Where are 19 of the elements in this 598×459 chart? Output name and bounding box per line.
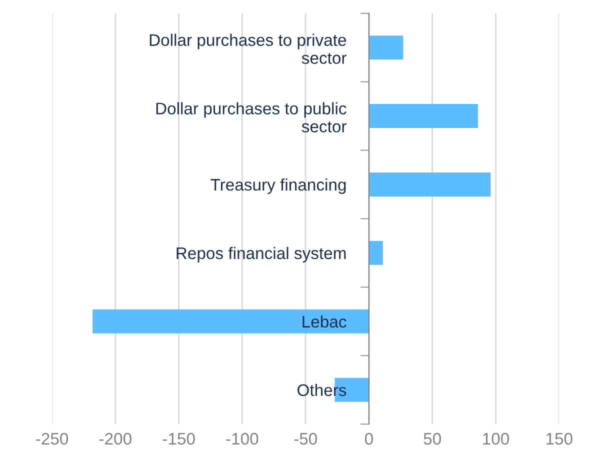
x-tick-label: 50 (424, 432, 441, 445)
bar (368, 104, 478, 128)
bar (368, 36, 404, 60)
y-tick-label: Dollar purchases to public sector (156, 102, 346, 132)
y-tick-label: Treasury financing (210, 178, 346, 194)
bar (92, 309, 369, 334)
y-tick-label: Repos financial system (176, 246, 346, 262)
x-tick-label: 0 (364, 432, 373, 445)
y-tick-label: Lebac (302, 315, 346, 328)
x-tick-label: -250 (36, 432, 68, 445)
x-tick-label: 150 (546, 432, 572, 445)
x-tick-label: -50 (294, 432, 317, 445)
bar (368, 172, 491, 196)
y-tick-label: Dollar purchases to private sector (150, 34, 346, 64)
bar (368, 240, 383, 265)
x-tick-label: -200 (99, 432, 132, 445)
x-tick-label: -100 (226, 432, 258, 445)
x-tick-label: 100 (483, 432, 509, 445)
x-tick-label: -150 (162, 432, 195, 445)
